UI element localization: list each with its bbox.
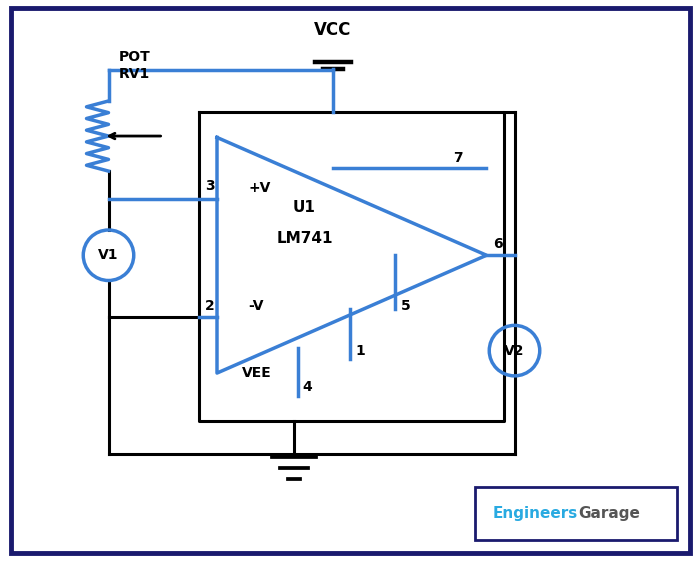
Text: Garage: Garage [578,506,640,521]
Text: +V: +V [248,181,271,195]
Text: 3: 3 [205,180,215,193]
Text: VEE: VEE [241,366,272,380]
Text: 4: 4 [302,380,312,394]
Text: 1: 1 [356,344,365,357]
Text: VCC: VCC [314,21,351,39]
Text: POT
RV1: POT RV1 [118,50,150,81]
Text: V2: V2 [504,344,525,357]
Text: 7: 7 [454,151,463,165]
Text: -V: -V [248,299,264,312]
Text: LM741: LM741 [276,231,332,246]
Text: Engineers: Engineers [492,506,578,521]
Text: V1: V1 [98,249,119,262]
Text: 5: 5 [400,299,410,312]
Text: 2: 2 [205,299,215,312]
Text: 6: 6 [494,237,503,251]
Text: U1: U1 [293,200,316,215]
